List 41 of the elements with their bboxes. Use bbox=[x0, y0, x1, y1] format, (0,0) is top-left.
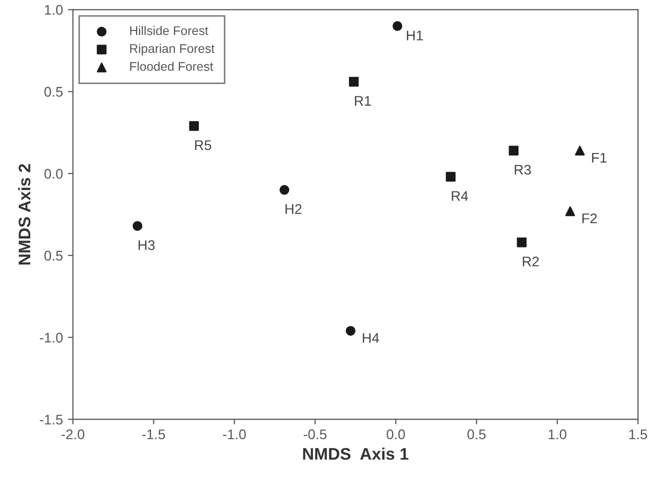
y-axis-title: NMDS Axis 2 bbox=[18, 164, 30, 264]
annotation: R5 bbox=[195, 140, 212, 150]
point bbox=[565, 206, 576, 216]
point bbox=[280, 185, 290, 195]
annotation: F1 bbox=[592, 152, 606, 162]
y-tick-label: 1.0 bbox=[44, 4, 63, 15]
annotation: R3 bbox=[514, 164, 531, 175]
x-tick-label: -1.0 bbox=[223, 429, 246, 440]
x-tick-label: 0.0 bbox=[386, 429, 405, 440]
y-tick-label: 0.5 bbox=[44, 86, 63, 97]
point bbox=[574, 146, 585, 156]
annotation: H2 bbox=[286, 204, 302, 214]
x-tick-label: 0.5 bbox=[467, 429, 486, 440]
annotation: R1 bbox=[354, 96, 371, 106]
x-tick-label: 1.5 bbox=[629, 430, 648, 440]
annotation: F2 bbox=[582, 213, 597, 224]
annotation: R2 bbox=[522, 256, 539, 266]
point bbox=[346, 326, 356, 336]
point bbox=[446, 172, 456, 182]
legend-label: Riparian Forest bbox=[130, 44, 215, 56]
point bbox=[392, 21, 402, 31]
point bbox=[348, 76, 359, 87]
y-tick-label: -1.0 bbox=[40, 332, 63, 343]
y-tick-label: -1.5 bbox=[40, 414, 63, 425]
annotation: H3 bbox=[138, 240, 155, 250]
annotation: R4 bbox=[452, 191, 468, 201]
point bbox=[132, 221, 142, 231]
x-tick-label: -2.0 bbox=[62, 429, 84, 440]
point bbox=[516, 237, 527, 248]
y-tick-label: 0.5 bbox=[44, 250, 63, 261]
x-tick-label: 1.0 bbox=[548, 429, 566, 440]
annotation: H1 bbox=[406, 30, 423, 40]
point bbox=[508, 146, 519, 156]
legend-label: Hillside Forest bbox=[130, 26, 208, 36]
annotation: H4 bbox=[362, 333, 380, 343]
legend-label: Flooded Forest bbox=[130, 62, 214, 71]
y-tick-label: 0.0 bbox=[44, 168, 63, 179]
x-tick-label: -0.5 bbox=[304, 429, 326, 440]
x-axis-title: NMDS Axis 1 bbox=[303, 448, 408, 460]
x-tick-label: -1.5 bbox=[142, 430, 166, 440]
point bbox=[189, 121, 199, 131]
